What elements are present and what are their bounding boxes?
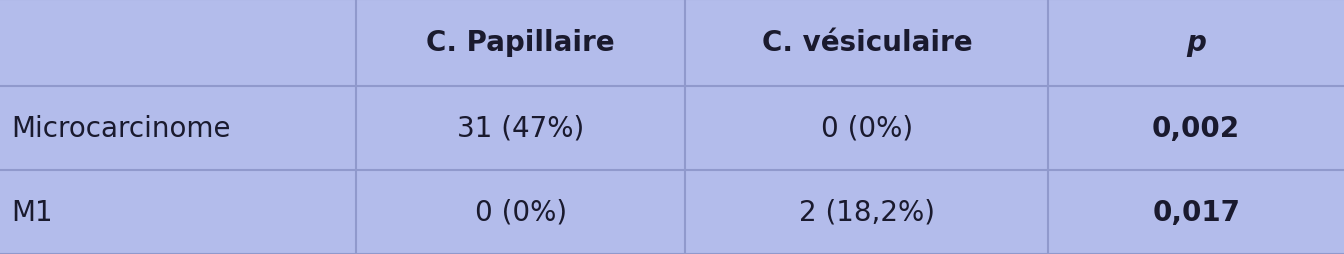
Text: M1: M1 <box>11 198 52 226</box>
Text: C. Papillaire: C. Papillaire <box>426 29 616 57</box>
Text: 31 (47%): 31 (47%) <box>457 114 585 142</box>
Text: 0,017: 0,017 <box>1152 198 1241 226</box>
Text: 0 (0%): 0 (0%) <box>821 114 913 142</box>
Text: 2 (18,2%): 2 (18,2%) <box>798 198 935 226</box>
Text: p: p <box>1187 29 1206 57</box>
Text: 0 (0%): 0 (0%) <box>474 198 567 226</box>
Text: C. vésiculaire: C. vésiculaire <box>762 29 972 57</box>
Text: 0,002: 0,002 <box>1152 114 1241 142</box>
Text: Microcarcinome: Microcarcinome <box>11 114 230 142</box>
